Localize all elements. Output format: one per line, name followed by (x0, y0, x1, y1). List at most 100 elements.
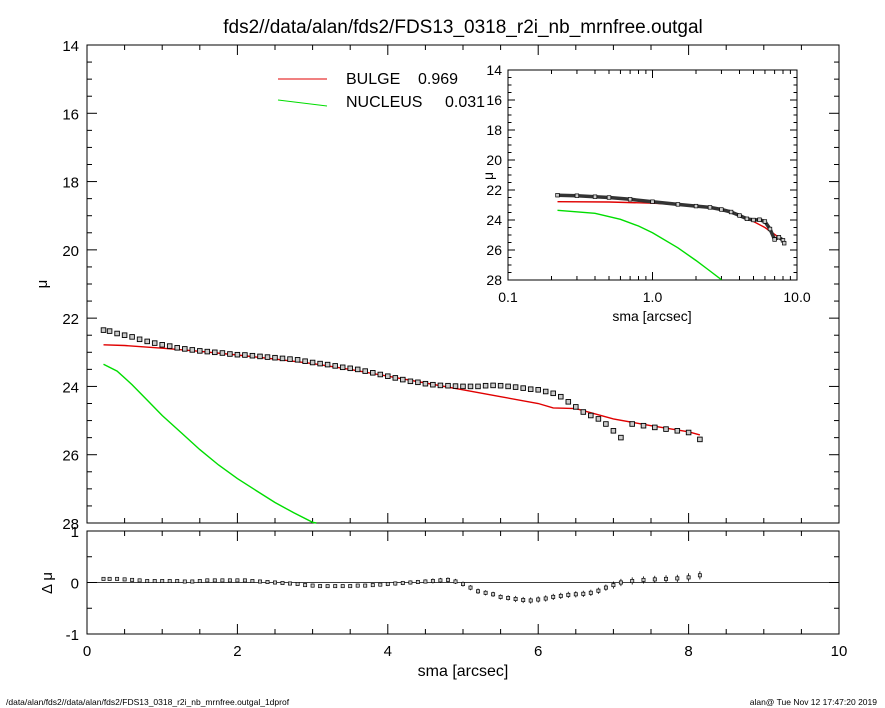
residual-data-point (378, 582, 383, 587)
main-data-point (362, 368, 368, 374)
inset-y-tick-label: 24 (486, 212, 502, 228)
main-data-point (219, 350, 226, 356)
main-data-point (339, 364, 346, 371)
residual-data-point (250, 579, 255, 583)
residual-data-point (280, 581, 285, 585)
main-data-point (242, 352, 248, 358)
inset-data-point (737, 213, 742, 218)
main-data-point (407, 378, 414, 385)
residual-data-point (483, 590, 488, 595)
main-data-point (520, 385, 526, 391)
residual-data-point (265, 580, 270, 584)
main-data-point (588, 412, 594, 419)
residual-data-point (363, 583, 368, 588)
inset-y-axis-label: μ (480, 172, 496, 180)
main-data-point (422, 380, 429, 387)
main-data-point (573, 404, 579, 410)
residual-data-point (122, 577, 127, 582)
main-data-point (542, 388, 549, 395)
main-data-point (317, 360, 323, 367)
main-data-point (603, 421, 609, 427)
main-data-point (249, 352, 256, 359)
residual-data-point (543, 596, 548, 601)
inset-x-tick-label: 0.1 (498, 289, 518, 305)
main-data-point (527, 386, 534, 392)
residual-data-point (618, 580, 623, 585)
residual-data-point (355, 583, 360, 588)
footer-right: alan@ Tue Nov 12 17:47:20 2019 (750, 697, 878, 707)
main-data-point (182, 346, 188, 352)
residual-data-point (536, 597, 541, 602)
main-data-point (136, 336, 143, 343)
residual-data-point (220, 578, 225, 583)
main-data-point (309, 359, 316, 366)
residual-x-axis-label: sma [arcsec] (418, 663, 509, 680)
residual-data-point (566, 592, 571, 597)
residual-data-point (521, 598, 526, 602)
residual-data-point (370, 583, 375, 588)
residual-data-point (423, 579, 428, 584)
residual-y-tick-label: 0 (71, 576, 79, 593)
residual-data-point (581, 591, 586, 596)
main-data-point (302, 358, 308, 364)
residual-data-point (603, 585, 608, 590)
legend-nucleus-line (277, 99, 328, 107)
residual-data-point (130, 577, 135, 582)
residual-data-point (408, 580, 413, 585)
main-data-point (385, 373, 391, 379)
legend-bulge-name: BULGE (346, 71, 400, 88)
main-data-point (697, 436, 703, 443)
inset-data-point (693, 203, 699, 209)
legend-nucleus-name: NUCLEUS (346, 94, 422, 111)
main-y-tick-label: 18 (62, 175, 79, 192)
main-data-point (234, 351, 241, 358)
main-data-point (257, 353, 263, 360)
main-data-point (565, 399, 572, 405)
inset-data-point (574, 193, 580, 198)
inset-data-point (782, 241, 787, 246)
inset-y-tick-label: 20 (486, 152, 502, 168)
inset-data-point (707, 205, 713, 210)
residual-data-point (664, 576, 668, 581)
main-data-point (114, 330, 120, 337)
residual-data-point (641, 577, 646, 582)
main-data-point (663, 426, 669, 432)
residual-x-tick-label: 4 (384, 643, 392, 660)
residual-data-point (558, 593, 563, 598)
residual-data-point (697, 573, 702, 578)
inset-data-point (592, 194, 598, 199)
inset-data-point (772, 237, 777, 242)
main-data-point (558, 393, 564, 400)
main-data-point (482, 382, 489, 389)
residual-data-point (415, 580, 420, 584)
residual-data-point (348, 584, 353, 589)
residual-data-point (227, 578, 232, 583)
main-data-point (212, 349, 218, 356)
residual-data-point (325, 584, 330, 589)
legend-bulge-value: 0.969 (418, 71, 458, 88)
inset-data-point (650, 199, 655, 204)
inset-nucleus-curve (557, 209, 722, 281)
main-data-point (121, 332, 128, 338)
residual-data-point (258, 579, 262, 584)
inset-y-tick-label: 22 (486, 182, 502, 198)
residual-data-point (101, 576, 106, 581)
inset-y-tick-label: 28 (486, 272, 502, 288)
main-data-point (106, 328, 113, 334)
residual-data-point (333, 584, 338, 589)
inset-background (508, 70, 797, 280)
main-data-point (174, 345, 180, 351)
residual-data-point (310, 583, 315, 588)
residual-data-point (197, 579, 202, 583)
main-panel: 14 16 18 20 22 24 26 28 μ (34, 38, 840, 533)
main-data-point (497, 382, 504, 389)
main-data-point (618, 434, 624, 441)
inset-y-tick-label: 16 (486, 92, 502, 108)
residual-data-point (167, 579, 172, 583)
main-data-point (324, 361, 331, 368)
inset-y-tick-label: 26 (486, 242, 502, 258)
residual-data-point (588, 590, 593, 595)
main-data-point (445, 382, 451, 389)
main-data-point (144, 338, 150, 345)
